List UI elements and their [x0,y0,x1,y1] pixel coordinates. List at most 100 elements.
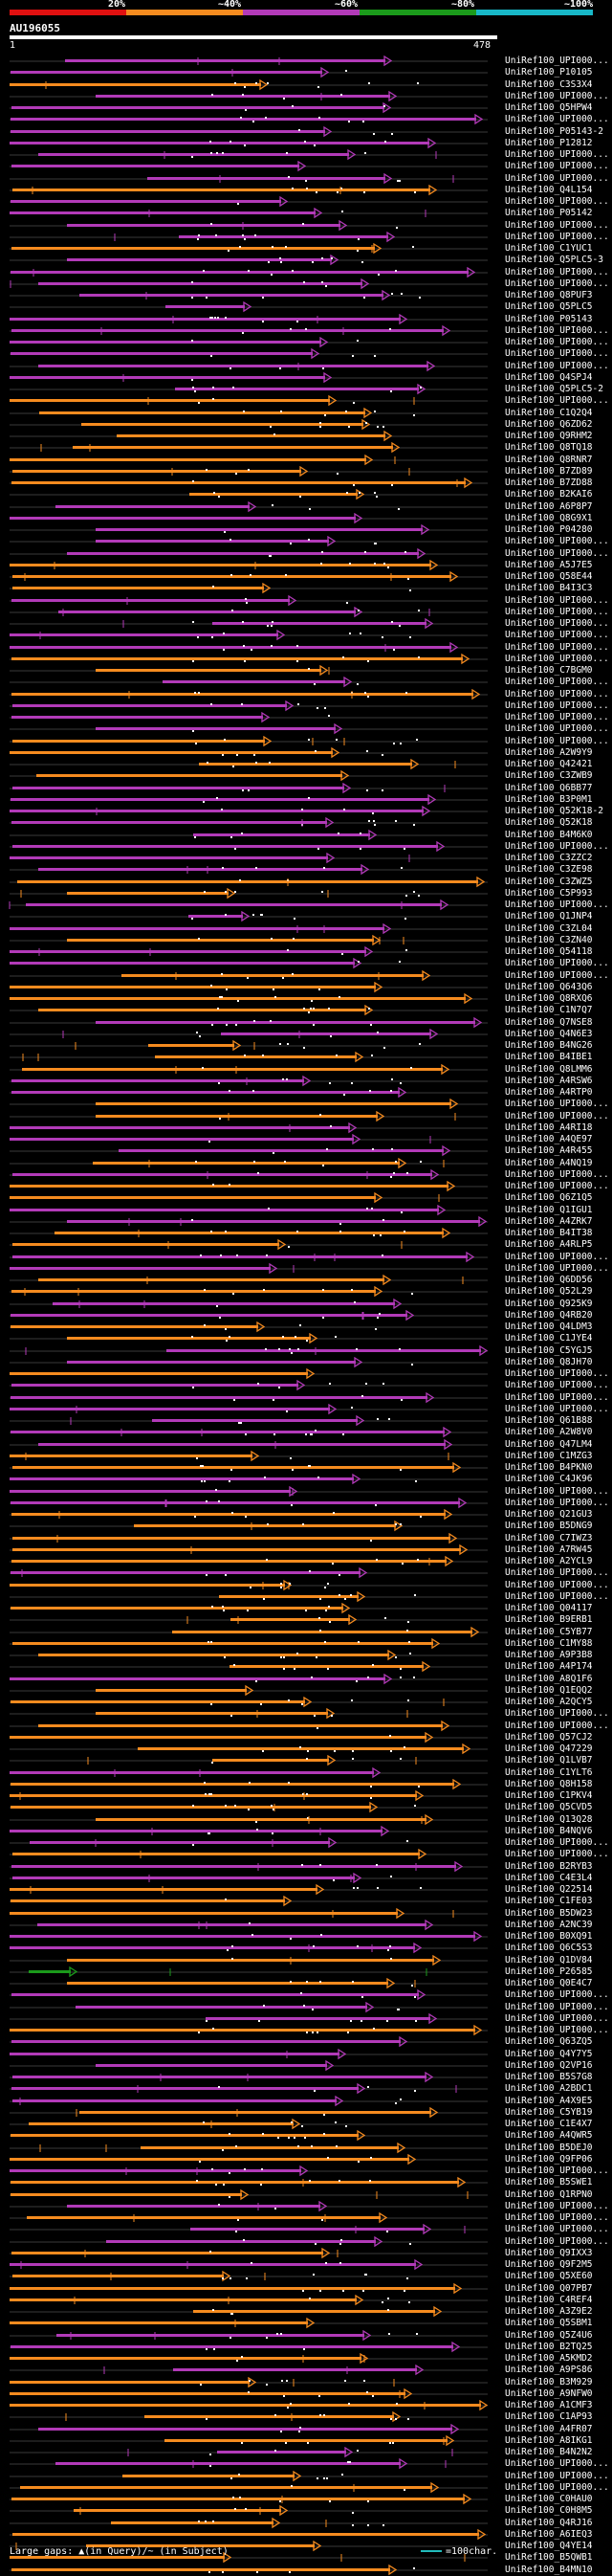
hit-row[interactable]: UniRef100_Q5CVD5 [0,1802,612,1813]
hit-label[interactable]: UniRef100_Q9RHM2 [505,431,593,441]
hit-label[interactable]: UniRef100_P05143-2 [505,125,603,137]
hit-label[interactable]: UniRef100_Q47229 [505,1743,593,1754]
hit-label[interactable]: UniRef100_A4RLP5 [505,1239,593,1251]
hit-row[interactable]: UniRef100_B2RYB3 [0,1860,612,1873]
hit-row[interactable]: UniRef100_A4RSW6 [0,1075,612,1087]
hit-row[interactable]: UniRef100_Q1IGU1 [0,1204,612,1216]
hit-label[interactable]: UniRef100_Q5PLC5-2 [505,384,603,394]
hit-row[interactable]: UniRef100_UPI000... [0,536,612,547]
hit-label[interactable]: UniRef100_C4JK96 [505,1474,593,1485]
hit-row[interactable]: UniRef100_B3P0M1 [0,793,612,806]
hit-row[interactable]: UniRef100_UPI000... [0,2025,612,2036]
hit-label[interactable]: UniRef100_C3ZWB9 [505,770,593,782]
hit-row[interactable]: UniRef100_Q9IXX3 [0,2247,612,2259]
hit-row[interactable]: UniRef100_UPI000... [0,618,612,630]
hit-row[interactable]: UniRef100_Q8LMM6 [0,1063,612,1076]
hit-label[interactable]: UniRef100_Q6ZD62 [505,418,593,430]
hit-row[interactable]: UniRef100_A2QCY5 [0,1697,612,1708]
hit-row[interactable]: UniRef100_UPI000... [0,1391,612,1404]
hit-label[interactable]: UniRef100_B4I3C3 [505,583,593,594]
hit-label[interactable]: UniRef100_Q52L29 [505,1286,593,1298]
hit-label[interactable]: UniRef100_Q52K18-2 [505,806,603,816]
hit-row[interactable]: UniRef100_UPI000... [0,1403,612,1415]
hit-label[interactable]: UniRef100_B0XQ91 [505,1931,593,1942]
hit-row[interactable]: UniRef100_A4RI18 [0,1121,612,1134]
hit-row[interactable]: UniRef100_Q47LM4 [0,1438,612,1451]
hit-row[interactable]: UniRef100_B4IT38 [0,1228,612,1239]
hit-row[interactable]: UniRef100_C5YB19 [0,2106,612,2119]
hit-label[interactable]: UniRef100_Q8G9X1 [505,512,593,523]
hit-row[interactable]: UniRef100_Q42421 [0,759,612,770]
hit-row[interactable]: UniRef100_C1JYE4 [0,1333,612,1344]
hit-label[interactable]: UniRef100_Q1JNP4 [505,911,593,922]
hit-row[interactable]: UniRef100_C1E4X7 [0,2119,612,2130]
hit-row[interactable]: UniRef100_A9P3B8 [0,1650,612,1661]
hit-label[interactable]: UniRef100_UPI000... [505,1497,609,1508]
hit-label[interactable]: UniRef100_P05143 [505,313,593,324]
hit-row[interactable]: UniRef100_UPI000... [0,231,612,243]
hit-label[interactable]: UniRef100_UPI000... [505,360,609,371]
hit-label[interactable]: UniRef100_UPI000... [505,2470,609,2481]
hit-label[interactable]: UniRef100_A2W8V0 [505,1427,593,1438]
hit-label[interactable]: UniRef100_UPI000... [505,1837,609,1848]
hit-label[interactable]: UniRef100_UPI000... [505,1403,609,1414]
hit-label[interactable]: UniRef100_B2KAI6 [505,489,593,500]
hit-label[interactable]: UniRef100_A4ZRK7 [505,1215,593,1227]
hit-label[interactable]: UniRef100_A4NQ19 [505,1157,593,1168]
hit-label[interactable]: UniRef100_C1E4X7 [505,2119,593,2129]
hit-label[interactable]: UniRef100_Q0E4C7 [505,1978,593,1988]
hit-label[interactable]: UniRef100_Q8PUF3 [505,290,593,300]
hit-row[interactable]: UniRef100_UPI000... [0,712,612,723]
hit-label[interactable]: UniRef100_UPI000... [505,618,609,629]
hit-label[interactable]: UniRef100_UPI000... [505,1391,609,1403]
hit-label[interactable]: UniRef100_C5P993 [505,887,593,899]
hit-label[interactable]: UniRef100_Q04117 [505,1603,593,1613]
hit-row[interactable]: UniRef100_Q1EQQ2 [0,1684,612,1697]
hit-row[interactable]: UniRef100_UPI000... [0,1590,612,1603]
hit-label[interactable]: UniRef100_C7BGM0 [505,665,593,676]
hit-label[interactable]: UniRef100_UPI000... [505,1110,609,1121]
hit-row[interactable]: UniRef100_A3Z9E2 [0,2306,612,2318]
hit-label[interactable]: UniRef100_UPI000... [505,958,609,969]
hit-label[interactable]: UniRef100_UPI000... [505,688,609,700]
hit-row[interactable]: UniRef100_C7IWZ3 [0,1532,612,1544]
hit-row[interactable]: UniRef100_A6IEQ3 [0,2528,612,2541]
hit-row[interactable]: UniRef100_UPI000... [0,56,612,67]
hit-label[interactable]: UniRef100_Q8H158 [505,1778,593,1789]
hit-label[interactable]: UniRef100_C3ZN40 [505,934,593,945]
hit-row[interactable]: UniRef100_UPI000... [0,1849,612,1860]
hit-row[interactable]: UniRef100_C3ZN40 [0,934,612,946]
hit-label[interactable]: UniRef100_Q925K9 [505,1298,593,1309]
hit-label[interactable]: UniRef100_UPI000... [505,1099,609,1110]
hit-label[interactable]: UniRef100_C3ZE98 [505,864,593,876]
hit-row[interactable]: UniRef100_Q54118 [0,946,612,958]
hit-label[interactable]: UniRef100_C4REF4 [505,2294,593,2305]
hit-row[interactable]: UniRef100_Q9RHM2 [0,431,612,442]
hit-label[interactable]: UniRef100_A2YCL9 [505,1556,593,1566]
hit-label[interactable]: UniRef100_Q47LM4 [505,1438,593,1450]
hit-label[interactable]: UniRef100_A4RI18 [505,1121,593,1133]
hit-row[interactable]: UniRef100_UPI000... [0,630,612,641]
hit-label[interactable]: UniRef100_UPI000... [505,161,609,172]
hit-row[interactable]: UniRef100_Q1JNP4 [0,911,612,922]
hit-label[interactable]: UniRef100_C1JYE4 [505,1333,593,1344]
hit-row[interactable]: UniRef100_A5J7E5 [0,559,612,571]
hit-label[interactable]: UniRef100_C1MZG3 [505,1450,593,1461]
hit-label[interactable]: UniRef100_A8IKG1 [505,2434,593,2446]
hit-row[interactable]: UniRef100_A9PS86 [0,2365,612,2376]
hit-row[interactable]: UniRef100_UPI000... [0,899,612,911]
hit-row[interactable]: UniRef100_C1YUC1 [0,243,612,255]
hit-label[interactable]: UniRef100_B4MN10 [505,2564,593,2575]
hit-row[interactable]: UniRef100_A8IKG1 [0,2434,612,2447]
hit-label[interactable]: UniRef100_Q4YE14 [505,2541,593,2551]
hit-row[interactable]: UniRef100_UPI000... [0,2224,612,2235]
hit-row[interactable]: UniRef100_P10105 [0,67,612,78]
hit-label[interactable]: UniRef100_B9ERB1 [505,1614,593,1626]
hit-label[interactable]: UniRef100_P04280 [505,524,593,535]
hit-label[interactable]: UniRef100_C5YB19 [505,2106,593,2118]
hit-row[interactable]: UniRef100_B5DEJ0 [0,2142,612,2154]
hit-row[interactable]: UniRef100_UPI000... [0,360,612,372]
hit-label[interactable]: UniRef100_UPI000... [505,1181,609,1191]
hit-row[interactable]: UniRef100_C1AP93 [0,2411,612,2423]
hit-row[interactable]: UniRef100_UPI000... [0,606,612,618]
